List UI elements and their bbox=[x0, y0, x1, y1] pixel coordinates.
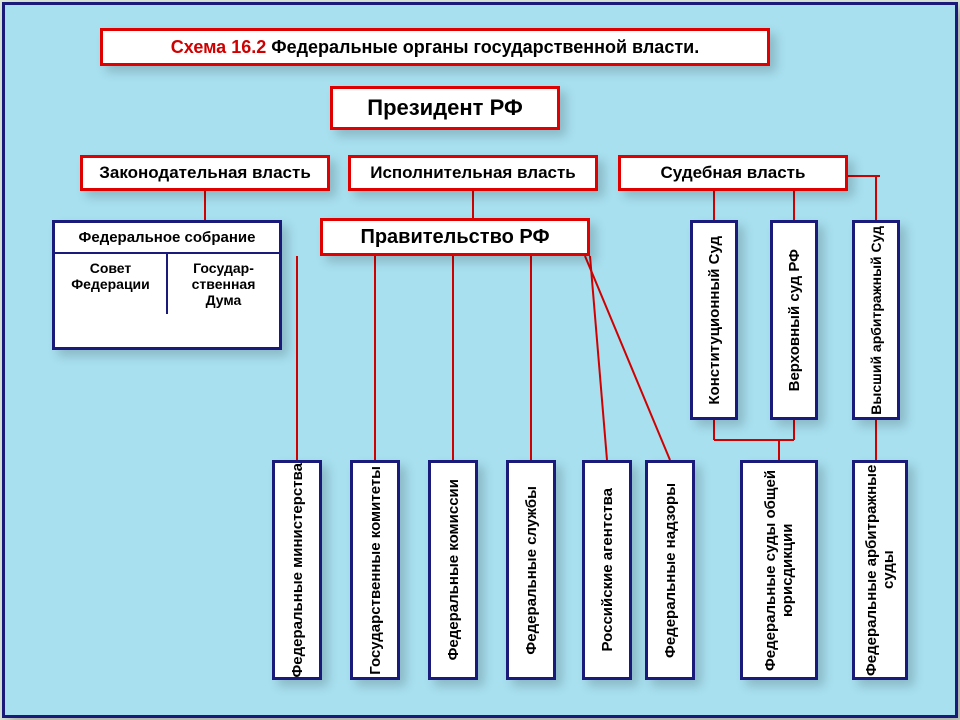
legislative-label: Законодательная власть bbox=[99, 163, 311, 183]
judicial-label: Судебная власть bbox=[661, 163, 806, 183]
exec-body-3: Федеральные службы bbox=[506, 460, 556, 680]
executive-label: Исполнительная власть bbox=[370, 163, 576, 183]
exec-body-0-label: Федеральные министерства bbox=[289, 463, 306, 678]
higher-arbitration-court-label: Высший арбитражный Суд bbox=[868, 226, 884, 415]
higher-arbitration-court: Высший арбитражный Суд bbox=[852, 220, 900, 420]
president-box: Президент РФ bbox=[330, 86, 560, 130]
legislative-branch: Законодательная власть bbox=[80, 155, 330, 191]
constitutional-court-label: Конституционный Суд bbox=[706, 236, 723, 405]
government-box: Правительство РФ bbox=[320, 218, 590, 256]
exec-body-5-label: Федеральные надзоры bbox=[662, 483, 679, 658]
exec-body-5: Федеральные надзоры bbox=[645, 460, 695, 680]
state-duma: Государ- ственная Дума bbox=[168, 254, 279, 314]
supreme-court: Верховный суд РФ bbox=[770, 220, 818, 420]
schema-title-text: Федеральные органы государственной власт… bbox=[266, 37, 699, 57]
federal-assembly: Федеральное собрание Совет Федерации Гос… bbox=[52, 220, 282, 350]
general-jurisdiction-label: Федеральные суды общей юрисдикции bbox=[762, 463, 796, 677]
constitutional-court: Конституционный Суд bbox=[690, 220, 738, 420]
arbitration-courts-label: Федеральные арбитражные суды bbox=[863, 463, 897, 677]
exec-body-2: Федеральные комиссии bbox=[428, 460, 478, 680]
government-label: Правительство РФ bbox=[360, 226, 549, 249]
exec-body-3-label: Федеральные службы bbox=[523, 486, 540, 655]
arbitration-courts: Федеральные арбитражные суды bbox=[852, 460, 908, 680]
federation-council: Совет Федерации bbox=[55, 254, 168, 314]
judicial-branch: Судебная власть bbox=[618, 155, 848, 191]
exec-body-0: Федеральные министерства bbox=[272, 460, 322, 680]
schema-number: Схема 16.2 bbox=[171, 37, 266, 57]
exec-body-4: Российские агентства bbox=[582, 460, 632, 680]
exec-body-4-label: Российские агентства bbox=[599, 488, 616, 652]
exec-body-1-label: Государственные комитеты bbox=[367, 466, 384, 675]
exec-body-2-label: Федеральные комиссии bbox=[445, 479, 462, 660]
executive-branch: Исполнительная власть bbox=[348, 155, 598, 191]
exec-body-1: Государственные комитеты bbox=[350, 460, 400, 680]
federal-assembly-chambers: Совет Федерации Государ- ственная Дума bbox=[55, 252, 279, 314]
president-label: Президент РФ bbox=[367, 95, 522, 121]
general-jurisdiction-courts: Федеральные суды общей юрисдикции bbox=[740, 460, 818, 680]
federal-assembly-title: Федеральное собрание bbox=[55, 223, 279, 252]
schema-title: Схема 16.2 Федеральные органы государств… bbox=[100, 28, 770, 66]
supreme-court-label: Верховный суд РФ bbox=[786, 249, 803, 391]
